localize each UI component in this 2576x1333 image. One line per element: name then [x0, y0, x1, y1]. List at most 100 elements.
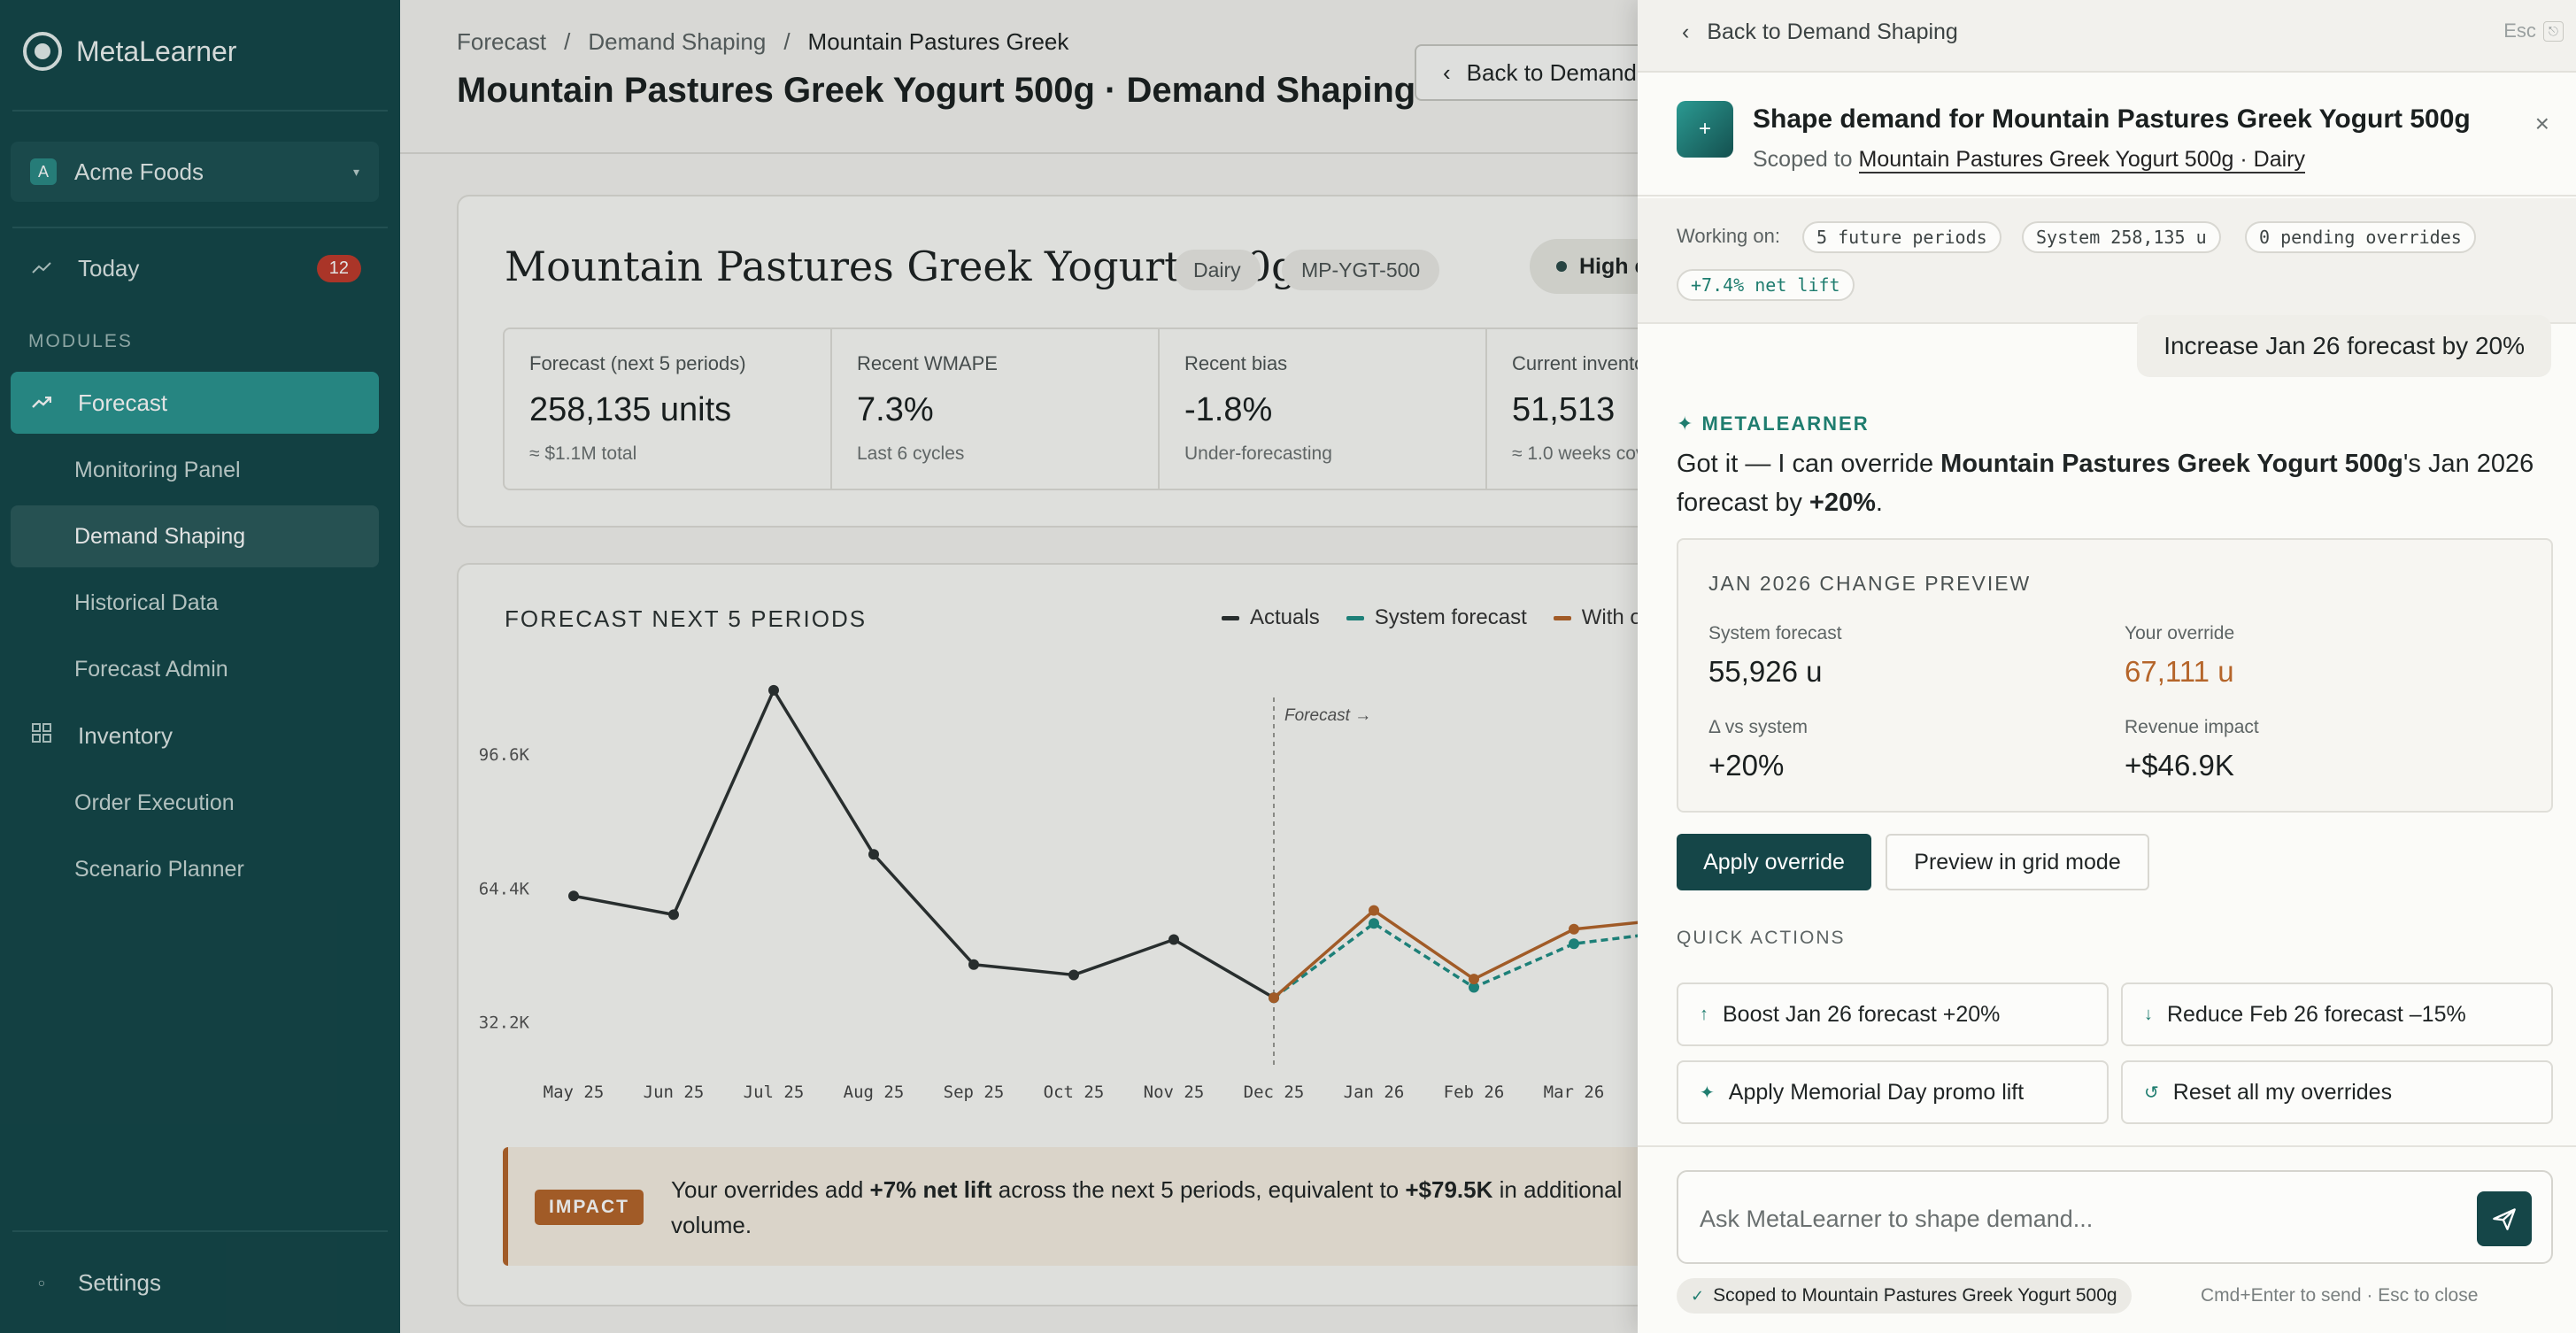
preview-your-override: Your override 67,111 u: [2125, 623, 2235, 688]
apply-override-button[interactable]: Apply override: [1677, 834, 1871, 890]
chevron-left-icon: ‹: [1443, 58, 1451, 86]
kpi-sub: ≈ $1.1M total: [529, 443, 637, 464]
sidebar-subitem-scenario-planner[interactable]: Scenario Planner: [74, 856, 244, 882]
send-icon: [2493, 1208, 2516, 1230]
scope-chip[interactable]: ✓ Scoped to Mountain Pastures Greek Yogur…: [1677, 1278, 2132, 1314]
drawer-header: + Shape demand for Mountain Pastures Gre…: [1638, 74, 2576, 196]
drawer-back-link[interactable]: ‹ Back to Demand Shaping: [1682, 19, 1958, 45]
product-name: Mountain Pastures Greek Yogurt 500g: [505, 243, 1298, 290]
breadcrumb: Forecast / Demand Shaping / Mountain Pas…: [457, 28, 1068, 56]
series-line-actuals: [573, 689, 1275, 999]
notification-badge: 12: [316, 254, 361, 282]
sidebar-item-label: Settings: [78, 1268, 161, 1296]
logo-icon: [23, 32, 62, 71]
quick-action-promo[interactable]: ✦ Apply Memorial Day promo lift: [1677, 1060, 2109, 1124]
kpi-value: 258,135 units: [529, 391, 732, 428]
sidebar-subitem-historical-data[interactable]: Historical Data: [74, 589, 219, 615]
x-tick-label: May 25: [544, 1083, 605, 1102]
modules-section-label: MODULES: [28, 331, 133, 351]
compose-box: [1677, 1170, 2553, 1264]
chart-title: FORECAST NEXT 5 PERIODS: [505, 605, 868, 632]
org-switcher[interactable]: A Acme Foods ▾: [11, 142, 379, 202]
breadcrumb-forecast[interactable]: Forecast: [457, 28, 547, 55]
quick-action-boost[interactable]: ↑ Boost Jan 26 forecast +20%: [1677, 982, 2109, 1046]
preview-revenue-impact: Revenue impact +$46.9K: [2125, 717, 2259, 782]
x-tick-label: Nov 25: [1144, 1083, 1205, 1102]
x-tick-label: Jan 26: [1344, 1083, 1405, 1102]
close-icon[interactable]: ×: [2534, 110, 2549, 137]
x-tick-label: Jun 25: [644, 1083, 705, 1102]
impact-banner: IMPACT Your overrides add +7% net lift a…: [503, 1147, 1742, 1266]
chevron-down-icon: ▾: [352, 164, 359, 179]
scope-link[interactable]: Mountain Pastures Greek Yogurt 500g · Da…: [1858, 147, 2305, 173]
compose-input[interactable]: [1700, 1198, 2479, 1239]
reset-icon: ↺: [2144, 1083, 2159, 1103]
data-point: [968, 959, 979, 970]
esc-hint: Esc ⎋: [2503, 19, 2564, 42]
status-dot-icon: [1556, 261, 1567, 272]
sidebar-item-label: Forecast: [78, 389, 168, 416]
chevron-left-icon: ‹: [1682, 19, 1690, 44]
sparkle-icon: ✦: [1700, 1083, 1715, 1103]
drawer-title: Shape demand for Mountain Pastures Greek…: [1753, 104, 2471, 134]
sparkle-icon: +: [1677, 101, 1733, 158]
check-icon: ✓: [1691, 1286, 1705, 1305]
impact-tag: IMPACT: [535, 1190, 644, 1225]
y-tick-label: 32.2K: [479, 1013, 530, 1033]
sidebar-divider: [12, 227, 388, 228]
breadcrumb-separator: /: [564, 28, 571, 55]
quick-action-reset[interactable]: ↺ Reset all my overrides: [2121, 1060, 2553, 1124]
sidebar-subitem-monitoring-panel[interactable]: Monitoring Panel: [74, 457, 241, 482]
sidebar-item-settings[interactable]: ○ Settings: [11, 1252, 379, 1314]
org-badge: A: [30, 158, 57, 185]
y-tick-label: 64.4K: [479, 879, 530, 898]
compose-divider: [1638, 1145, 2576, 1147]
quick-actions-label: QUICK ACTIONS: [1677, 928, 1846, 948]
breadcrumb-demand-shaping[interactable]: Demand Shaping: [588, 28, 767, 55]
preview-delta: Δ vs system +20%: [1708, 717, 1809, 782]
assistant-message: Got it — I can override Mountain Pasture…: [1677, 450, 2534, 517]
page-title: Mountain Pastures Greek Yogurt 500g · De…: [457, 71, 1416, 110]
x-tick-label: Dec 25: [1244, 1083, 1305, 1102]
context-pill-lift: +7.4% net lift: [1677, 269, 1855, 301]
preview-grid-button[interactable]: Preview in grid mode: [1886, 834, 2149, 890]
legend-actuals: Actuals: [1222, 605, 1320, 630]
x-tick-label: Aug 25: [844, 1083, 905, 1102]
sidebar-subitem-demand-shaping[interactable]: Demand Shaping: [11, 505, 379, 567]
brand[interactable]: MetaLearner: [23, 32, 236, 71]
trend-icon: [30, 257, 53, 280]
sidebar-item-label: Inventory: [78, 721, 173, 749]
sidebar-item-today[interactable]: Today 12: [11, 237, 379, 299]
gear-icon: ○: [37, 1275, 46, 1290]
org-name: Acme Foods: [74, 158, 204, 185]
quick-action-reduce[interactable]: ↓ Reduce Feb 26 forecast –15%: [2121, 982, 2553, 1046]
kpi-value: -1.8%: [1184, 391, 1273, 428]
sidebar-divider: [12, 110, 388, 112]
context-pill: 0 pending overrides: [2245, 221, 2476, 253]
sidebar-subitem-forecast-admin[interactable]: Forecast Admin: [74, 656, 228, 682]
sidebar-subitem-order-execution[interactable]: Order Execution: [74, 790, 235, 815]
modal-scrim[interactable]: [0, 0, 1638, 1333]
kpi-sub: Under-forecasting: [1184, 443, 1332, 464]
x-tick-label: Feb 26: [1444, 1083, 1505, 1102]
data-point: [1569, 938, 1579, 950]
assistant-tag: ✦ METALEARNER: [1677, 412, 1870, 435]
category-chip: Dairy: [1174, 250, 1261, 290]
data-point: [1068, 969, 1079, 981]
sidebar-item-inventory[interactable]: Inventory: [11, 705, 379, 767]
breadcrumb-separator: /: [783, 28, 791, 55]
user-message: Increase Jan 26 forecast by 20%: [2137, 315, 2551, 377]
kpi-wmape: Recent WMAPE 7.3% Last 6 cycles: [832, 329, 1160, 489]
change-preview-card: JAN 2026 CHANGE PREVIEW System forecast …: [1677, 538, 2553, 813]
context-pill: System 258,135 u: [2022, 221, 2221, 253]
data-point: [1369, 905, 1379, 916]
data-point: [1469, 974, 1479, 985]
escape-key-icon: ⎋: [2542, 20, 2564, 42]
send-button[interactable]: [2477, 1191, 2532, 1246]
data-point: [568, 890, 579, 902]
kpi-value: 7.3%: [857, 391, 934, 428]
sidebar-item-forecast[interactable]: Forecast: [11, 372, 379, 434]
kpi-label: Forecast (next 5 periods): [529, 352, 746, 374]
preview-title: JAN 2026 CHANGE PREVIEW: [1708, 572, 2032, 595]
forecast-chart-card: FORECAST NEXT 5 PERIODS Actuals System f…: [457, 563, 1785, 1306]
